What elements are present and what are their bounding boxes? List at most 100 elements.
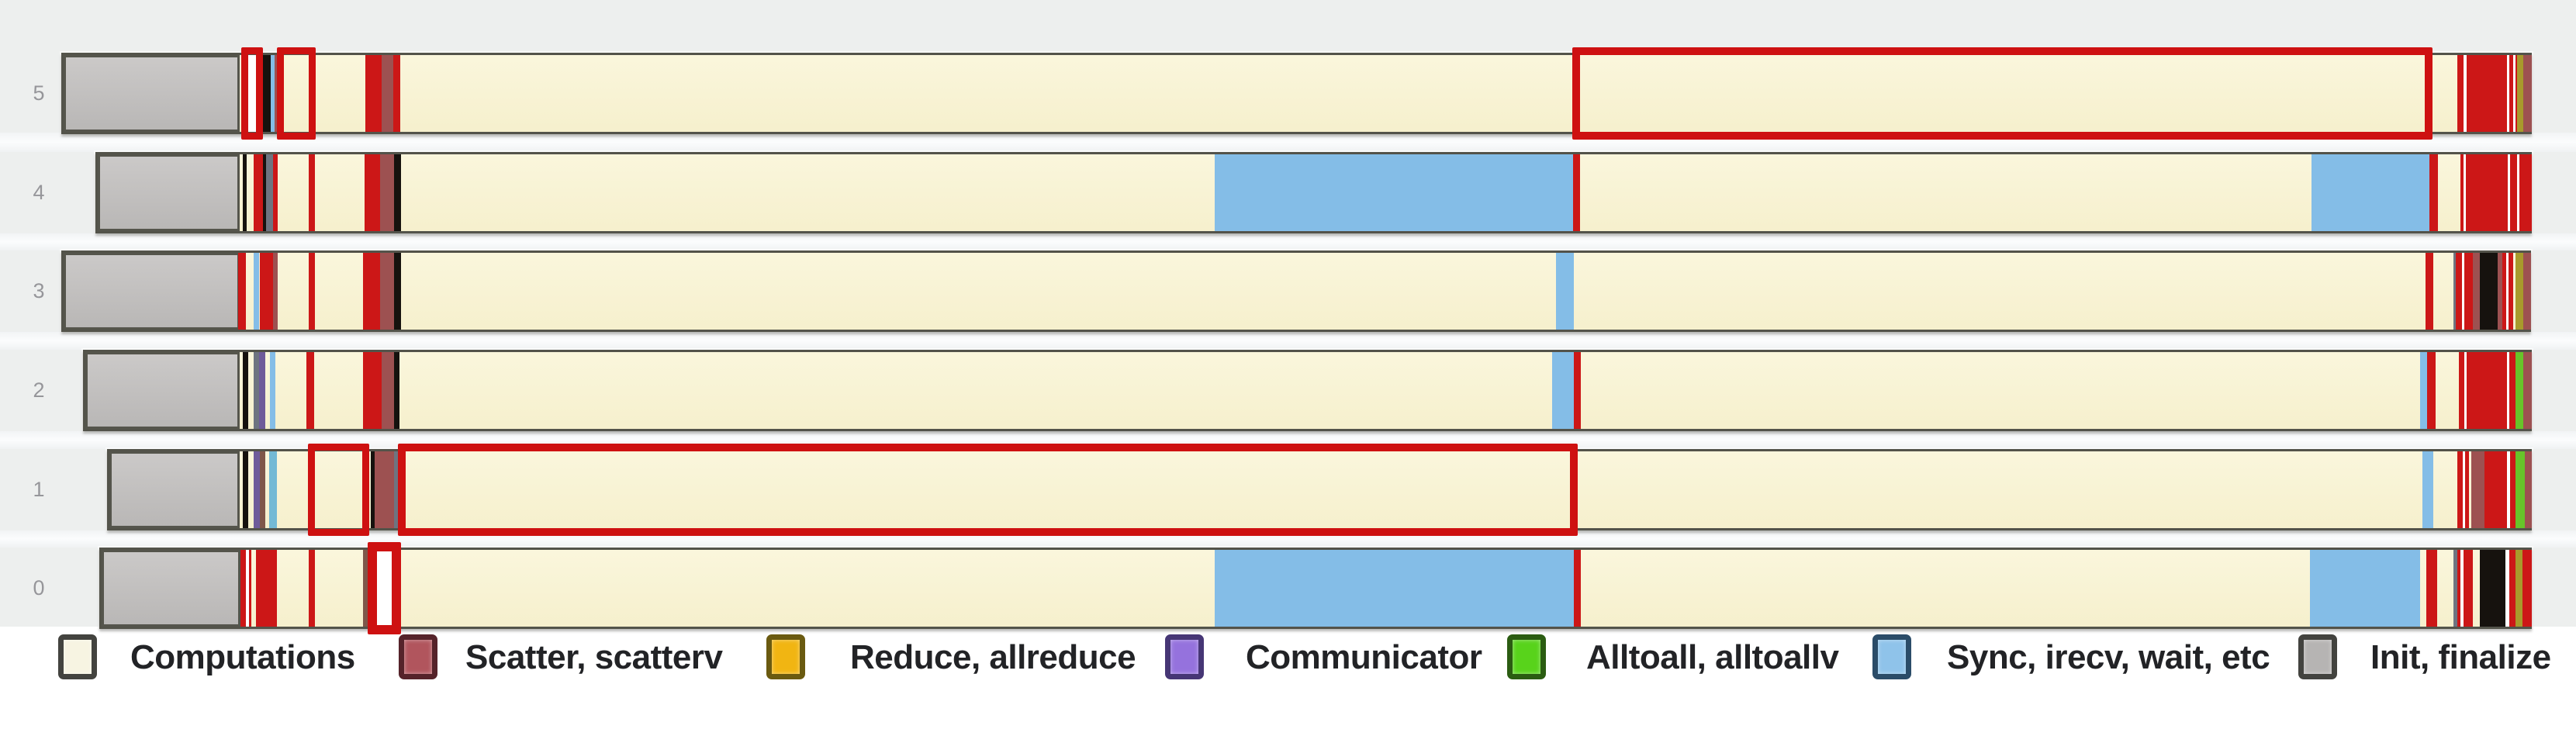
trace-segment-scatter_red[interactable] — [2429, 154, 2438, 231]
trace-segment-sync[interactable] — [1556, 253, 1574, 330]
trace-segment-scatter_red[interactable] — [2460, 154, 2508, 231]
trace-segment-scatter_dark[interactable] — [2471, 451, 2484, 528]
trace-segment-black[interactable] — [261, 55, 271, 132]
trace-segment-black[interactable] — [243, 352, 248, 429]
trace-segment-purple[interactable] — [254, 451, 260, 528]
trace-segment-scatter_red[interactable] — [2456, 253, 2473, 330]
trace-segment-white[interactable] — [2517, 154, 2519, 231]
trace-segment-black[interactable] — [371, 451, 375, 528]
trace-segment-scatter_dark[interactable] — [382, 55, 393, 132]
trace-segment-white[interactable] — [2507, 352, 2509, 429]
trace-segment-black[interactable] — [394, 154, 401, 231]
trace-segment-brown[interactable] — [260, 451, 265, 528]
trace-segment-cyan[interactable] — [269, 451, 277, 528]
trace-segment-scatter_dark[interactable] — [380, 253, 394, 330]
trace-segment-scatter_red[interactable] — [2522, 550, 2532, 627]
trace-segment-slate[interactable] — [266, 154, 273, 231]
trace-segment-white[interactable] — [2460, 550, 2464, 627]
trace-segment-black[interactable] — [263, 154, 266, 231]
trace-segment-scatter_red[interactable] — [2426, 550, 2437, 627]
trace-segment-scatter_dark[interactable] — [2525, 451, 2532, 528]
trace-segment-sync[interactable] — [271, 55, 275, 132]
trace-segment-scatter_red[interactable] — [2457, 550, 2473, 627]
trace-segment-scatter_red[interactable] — [260, 253, 273, 330]
trace-segment-scatter_red[interactable] — [365, 154, 380, 231]
trace-segment-white[interactable] — [2464, 352, 2467, 429]
trace-row-5[interactable] — [61, 47, 2532, 140]
trace-segment-sync[interactable] — [1215, 550, 1574, 627]
trace-segment-scatter_red[interactable] — [2510, 154, 2532, 231]
trace-segment-init[interactable] — [102, 550, 240, 627]
trace-segment-slate[interactable] — [394, 451, 398, 528]
trace-segment-scatter_dark[interactable] — [2523, 352, 2532, 429]
trace-segment-sync[interactable] — [254, 253, 259, 330]
trace-segment-reduce_olive[interactable] — [2515, 253, 2523, 330]
trace-segment-scatter_red[interactable] — [2509, 352, 2515, 429]
trace-segment-scatter_red[interactable] — [309, 253, 315, 330]
trace-segment-sync[interactable] — [1552, 352, 1574, 429]
trace-segment-purple[interactable] — [259, 352, 265, 429]
trace-row-3[interactable] — [61, 250, 2531, 332]
trace-segment-white[interactable] — [2508, 154, 2510, 231]
trace-segment-white[interactable] — [377, 550, 395, 627]
trace-row-0[interactable] — [99, 542, 2532, 634]
trace-segment-scatter_dark[interactable] — [2498, 253, 2502, 330]
trace-segment-white[interactable] — [2464, 154, 2466, 231]
trace-segment-sync[interactable] — [2311, 154, 2429, 231]
trace-segment-scatter_red[interactable] — [309, 550, 315, 627]
trace-segment-sync[interactable] — [2420, 352, 2427, 429]
trace-segment-init[interactable] — [98, 154, 240, 231]
trace-segment-black[interactable] — [243, 154, 247, 231]
trace-segment-slate[interactable] — [2453, 253, 2456, 330]
trace-segment-scatter_dark[interactable] — [380, 154, 394, 231]
trace-segment-scatter_red[interactable] — [365, 55, 382, 132]
trace-segment-sync[interactable] — [2422, 451, 2433, 528]
trace-segment-scatter_red[interactable] — [2426, 253, 2433, 330]
trace-segment-scatter_dark[interactable] — [273, 253, 278, 330]
trace-segment-scatter_red[interactable] — [273, 154, 278, 231]
trace-segment-alltoall[interactable] — [2515, 451, 2525, 528]
trace-segment-scatter_dark[interactable] — [2523, 55, 2532, 132]
trace-segment-scatter_red[interactable] — [1574, 352, 1581, 429]
trace-segment-brown[interactable] — [363, 550, 368, 627]
trace-row-1[interactable] — [107, 444, 2532, 536]
trace-segment-white[interactable] — [2464, 55, 2467, 132]
trace-segment-sync[interactable] — [1215, 154, 1573, 231]
trace-segment-scatter_red[interactable] — [2509, 550, 2515, 627]
trace-segment-white[interactable] — [2513, 55, 2515, 132]
trace-segment-scatter_red[interactable] — [306, 352, 314, 429]
trace-segment-scatter_red[interactable] — [2484, 451, 2515, 528]
trace-segment-scatter_dark[interactable] — [375, 451, 394, 528]
trace-segment-scatter_red[interactable] — [254, 154, 263, 231]
trace-segment-white[interactable] — [246, 550, 249, 627]
trace-row-4[interactable] — [95, 152, 2532, 233]
trace-segment-white[interactable] — [2463, 451, 2465, 528]
trace-segment-scatter_dark[interactable] — [2523, 253, 2531, 330]
trace-segment-scatter_dark[interactable] — [275, 55, 278, 132]
trace-segment-sync[interactable] — [270, 352, 275, 429]
trace-segment-alltoall[interactable] — [2515, 352, 2523, 429]
trace-segment-scatter_red[interactable] — [363, 253, 380, 330]
trace-segment-black[interactable] — [2480, 550, 2505, 627]
trace-segment-white[interactable] — [2505, 550, 2509, 627]
trace-segment-slate[interactable] — [254, 352, 259, 429]
trace-segment-init[interactable] — [85, 352, 240, 429]
trace-segment-init[interactable] — [64, 253, 240, 330]
trace-segment-slate[interactable] — [2453, 550, 2457, 627]
trace-segment-black[interactable] — [394, 253, 401, 330]
trace-segment-white[interactable] — [2462, 253, 2464, 330]
trace-segment-scatter_red[interactable] — [256, 550, 277, 627]
trace-segment-black[interactable] — [394, 352, 399, 429]
trace-segment-scatter_dark[interactable] — [2473, 253, 2480, 330]
trace-segment-scatter_red[interactable] — [363, 352, 382, 429]
trace-segment-init[interactable] — [64, 55, 240, 132]
trace-segment-scatter_red[interactable] — [1574, 550, 1581, 627]
trace-segment-scatter_dark[interactable] — [382, 352, 394, 429]
trace-segment-white[interactable] — [2507, 55, 2509, 132]
trace-segment-reduce_olive[interactable] — [2515, 550, 2522, 627]
trace-segment-white[interactable] — [2506, 253, 2509, 330]
trace-segment-scatter_red[interactable] — [2459, 352, 2507, 429]
trace-row-2[interactable] — [83, 350, 2532, 431]
trace-segment-reduce_olive[interactable] — [2517, 55, 2523, 132]
trace-segment-scatter_red[interactable] — [1573, 154, 1580, 231]
